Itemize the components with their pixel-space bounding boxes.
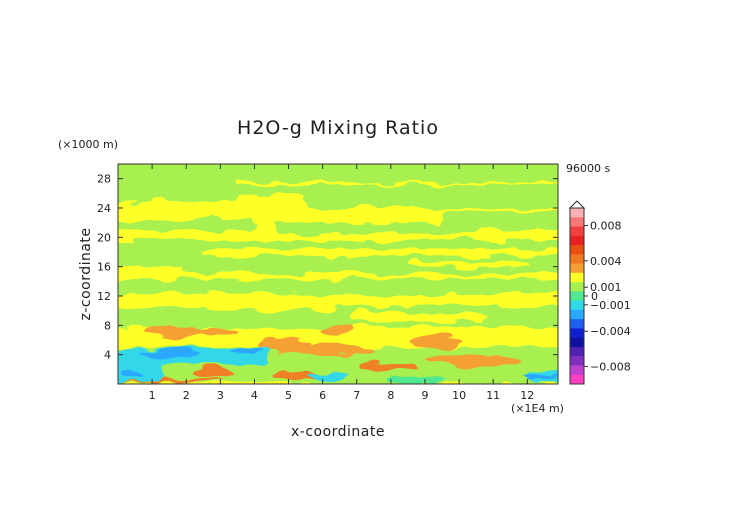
colorbar-swatch	[570, 365, 584, 376]
y-tick-label: 24	[97, 202, 111, 215]
orange-patch	[145, 324, 207, 337]
time-label: 96000 s	[566, 162, 610, 175]
orange-patch	[199, 326, 241, 338]
green-layer	[118, 244, 204, 267]
colorbar-swatch	[570, 291, 584, 302]
x-tick-label: 7	[353, 389, 360, 402]
colorbar-tick-label: −0.008	[590, 360, 631, 373]
green-layer	[442, 211, 558, 230]
green-layer	[118, 307, 558, 327]
x-tick-label: 11	[486, 389, 500, 402]
colorbar-tick-label: 0.004	[590, 255, 622, 268]
green-layer	[118, 279, 558, 294]
colorbar-swatch	[570, 346, 584, 357]
y-tick-label: 20	[97, 231, 111, 244]
yellow-gap	[407, 260, 528, 267]
green-layer	[118, 177, 238, 201]
orange-patch	[424, 355, 521, 368]
y-tick-label: 4	[104, 349, 111, 362]
x-unit-label: (×1E4 m)	[511, 402, 564, 415]
colorbar-tick-label: 0.008	[590, 220, 622, 233]
orange-patch	[295, 343, 378, 356]
cyan-patch	[309, 371, 350, 381]
y-tick-label: 28	[97, 173, 111, 186]
plot-frame	[117, 163, 559, 385]
y-tick-label: 12	[97, 290, 111, 303]
y-tick-label: 8	[104, 319, 111, 332]
x-tick-label: 10	[452, 389, 466, 402]
blue-patch	[227, 348, 262, 355]
contour-field	[118, 164, 558, 384]
orange-patch	[356, 362, 419, 371]
colorbar-swatch	[570, 374, 584, 385]
colorbar-swatch	[570, 226, 584, 237]
x-tick-label: 12	[520, 389, 534, 402]
orange-patch	[407, 334, 463, 349]
colorbar-tick-label: 0	[591, 290, 598, 303]
orange-patch	[274, 370, 323, 381]
x-tick-label: 4	[251, 389, 258, 402]
colorbar-arrow-top	[568, 200, 586, 209]
colorbar-swatch	[570, 300, 584, 311]
colorbar-swatch	[570, 282, 584, 292]
x-tick-label: 6	[319, 389, 326, 402]
colorbar-swatch	[570, 356, 584, 366]
chart-title: H2O-g Mixing Ratio	[237, 117, 439, 139]
y-axis-label: z-coordinate	[78, 227, 94, 320]
x-axis: 1 2 3 4 5 6 7 8 9 10 11 12	[149, 164, 534, 402]
x-axis-label: x-coordinate	[291, 424, 385, 440]
y-tick-label: 16	[97, 261, 111, 274]
colorbar-tick-label: −0.001	[590, 299, 631, 312]
green-layer	[271, 222, 477, 234]
x-tick-label: 3	[217, 389, 224, 402]
green-layer	[118, 241, 558, 249]
x-tick-label: 5	[285, 389, 292, 402]
colorbar-swatch	[570, 328, 584, 339]
x-tick-label: 1	[149, 389, 156, 402]
colorbar-swatch	[570, 263, 584, 274]
colorbar-swatch	[570, 254, 584, 265]
yellow-gap	[349, 312, 487, 322]
green-layer	[220, 186, 374, 195]
colorbar-swatch	[570, 235, 584, 246]
colorbar-swatch	[570, 245, 584, 255]
green-layer	[186, 255, 558, 274]
x-tick-label: 9	[421, 389, 428, 402]
colorbar-swatch	[570, 272, 584, 283]
plot-area	[118, 164, 558, 384]
colorbar-swatch	[570, 217, 584, 228]
blue-patch	[118, 369, 146, 379]
orange-patch	[319, 322, 354, 335]
colorbar-swatch	[570, 309, 584, 320]
y-axis: 4 8 12 16 20 24 28	[97, 173, 558, 362]
x-tick-label: 8	[387, 389, 394, 402]
blue-patch	[523, 373, 558, 380]
y-unit-label: (×1000 m)	[58, 138, 118, 151]
colorbar-tick-label: 0.001	[590, 281, 622, 294]
colorbar-swatch	[570, 208, 584, 218]
colorbar-swatch	[570, 319, 584, 329]
orange-patch	[193, 366, 234, 379]
green-layer	[118, 220, 255, 230]
mint-patch	[384, 375, 446, 384]
x-tick-label: 2	[183, 389, 190, 402]
colorbar-swatch	[570, 337, 584, 348]
colorbar-tick-label: −0.004	[590, 325, 631, 338]
yellow-gap	[203, 301, 340, 311]
blue-patch	[138, 349, 200, 357]
